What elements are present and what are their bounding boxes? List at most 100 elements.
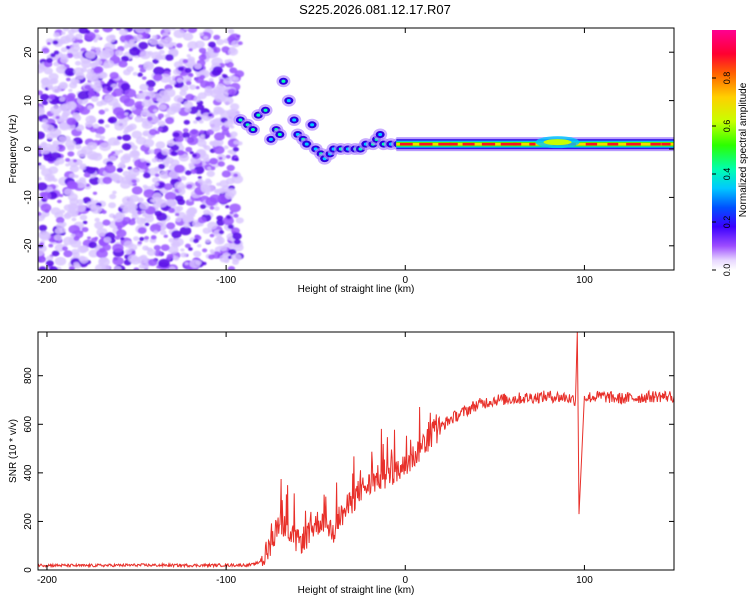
- heatmap-noise-cell: [159, 230, 167, 236]
- heatmap-noise-cell: [233, 239, 241, 245]
- heatmap-noise-cell: [130, 105, 137, 111]
- heatmap-noise-cell: [188, 72, 193, 77]
- heatmap-noise-cell: [118, 28, 128, 36]
- heatmap-noise-cell: [217, 187, 226, 194]
- heatmap-noise-cell: [51, 250, 60, 257]
- heatmap-cell-core: [238, 118, 243, 122]
- carrier-peak: [661, 142, 671, 146]
- heatmap-noise-cell: [55, 216, 65, 224]
- heatmap-cell-core: [256, 113, 261, 117]
- heatmap-noise-cell: [112, 107, 125, 116]
- heatmap-noise-cell: [112, 243, 124, 253]
- heatmap-noise-cell: [122, 69, 131, 76]
- heatmap-noise-cell: [150, 235, 157, 240]
- carrier-peak: [529, 142, 536, 146]
- heatmap-noise-cell: [50, 53, 56, 58]
- heatmap-noise-cell: [87, 90, 96, 97]
- heatmap-noise-cell: [172, 237, 184, 247]
- heatmap-noise-cell: [172, 132, 180, 138]
- heatmap-noise-cell: [137, 160, 149, 170]
- heatmap-noise-cell: [205, 238, 211, 244]
- heatmap-noise-cell: [131, 144, 138, 151]
- heatmap-noise-cell: [138, 264, 146, 270]
- heatmap-noise-cell: [86, 151, 99, 160]
- heatmap-noise-cell: [86, 68, 94, 74]
- heatmap-noise-cell: [202, 261, 207, 266]
- heatmap-noise-cell: [212, 110, 219, 116]
- snr-series-line: [38, 332, 674, 569]
- heatmap-noise-cell: [112, 190, 117, 195]
- heatmap-noise-cell: [54, 256, 67, 266]
- heatmap-noise-cell: [53, 234, 63, 241]
- x-tick-label: -200: [37, 575, 57, 586]
- heatmap-noise-cell: [206, 170, 215, 177]
- heatmap-noise-cell: [144, 28, 151, 34]
- heatmap-noise-cell: [69, 165, 80, 173]
- heatmap-noise-cell: [96, 249, 108, 259]
- heatmap-noise-cell: [128, 168, 140, 177]
- heatmap-noise-cell: [168, 245, 179, 254]
- carrier-peak: [462, 142, 475, 146]
- heatmap-noise-cell: [94, 236, 99, 240]
- heatmap-noise-cell: [99, 135, 106, 141]
- heatmap-noise-cell: [95, 46, 102, 52]
- heatmap-noise-cell: [65, 163, 70, 167]
- heatmap-cell-core: [292, 118, 297, 122]
- heatmap-noise-cell: [225, 154, 231, 159]
- heatmap-noise-cell: [183, 119, 190, 125]
- heatmap-noise-cell: [138, 41, 149, 50]
- heatmap-noise-cell: [100, 242, 105, 247]
- heatmap-noise-cell: [173, 256, 180, 261]
- y-tick-label: 200: [23, 513, 34, 530]
- heatmap-noise-cell: [65, 45, 71, 50]
- heatmap-noise-cell: [214, 206, 220, 211]
- heatmap-noise-cell: [136, 93, 145, 100]
- heatmap-noise-cell: [196, 104, 205, 111]
- heatmap-noise-cell: [113, 175, 124, 184]
- heatmap-noise-cell: [219, 78, 224, 82]
- heatmap-noise-cell: [208, 254, 215, 260]
- heatmap-noise-cell: [121, 55, 129, 62]
- heatmap-noise-cell: [44, 77, 49, 81]
- heatmap-noise-cell: [155, 141, 166, 149]
- heatmap-noise-cell: [54, 227, 63, 235]
- heatmap-noise-cell: [198, 54, 207, 61]
- heatmap-noise-cell: [182, 32, 194, 41]
- x-tick-label: -200: [37, 275, 57, 286]
- heatmap-noise-cell: [66, 53, 74, 59]
- heatmap-noise-cell: [224, 59, 230, 64]
- heatmap-noise-cell: [133, 236, 140, 241]
- heatmap-noise-cell: [153, 230, 159, 235]
- heatmap-noise-cell: [226, 215, 232, 219]
- heatmap-noise-cell: [82, 220, 88, 225]
- heatmap-noise-cell: [117, 225, 123, 230]
- heatmap-noise-cell: [209, 249, 215, 253]
- heatmap-noise-cell: [227, 248, 237, 256]
- heatmap-noise-cell: [38, 164, 46, 170]
- heatmap-noise-cell: [157, 127, 163, 132]
- heatmap-noise-cell: [193, 63, 203, 70]
- heatmap-noise-cell: [38, 177, 42, 181]
- heatmap-noise-cell: [154, 182, 160, 187]
- heatmap-noise-cell: [45, 260, 54, 267]
- heatmap-noise-cell: [163, 234, 168, 238]
- heatmap-noise-cell: [38, 90, 43, 96]
- heatmap-noise-cell: [208, 41, 216, 48]
- heatmap-noise-cell: [43, 67, 53, 75]
- heatmap-noise-cell: [151, 157, 158, 163]
- heatmap-noise-cell: [173, 95, 184, 103]
- heatmap-noise-cell: [108, 202, 117, 209]
- heatmap-noise-cell: [165, 199, 176, 207]
- heatmap-noise-cell: [42, 118, 48, 124]
- heatmap-noise-cell: [197, 244, 202, 248]
- heatmap-noise-cell: [155, 54, 164, 61]
- heatmap-noise-cell: [46, 41, 51, 46]
- heatmap-noise-cell: [229, 211, 234, 215]
- heatmap-noise-cell: [175, 195, 184, 202]
- heatmap-noise-cell: [71, 217, 77, 222]
- heatmap-noise-cell: [93, 28, 100, 33]
- heatmap-noise-cell: [136, 217, 146, 225]
- heatmap-noise-cell: [214, 236, 225, 245]
- heatmap-noise-cell: [218, 230, 225, 235]
- heatmap-noise-cell: [65, 158, 71, 162]
